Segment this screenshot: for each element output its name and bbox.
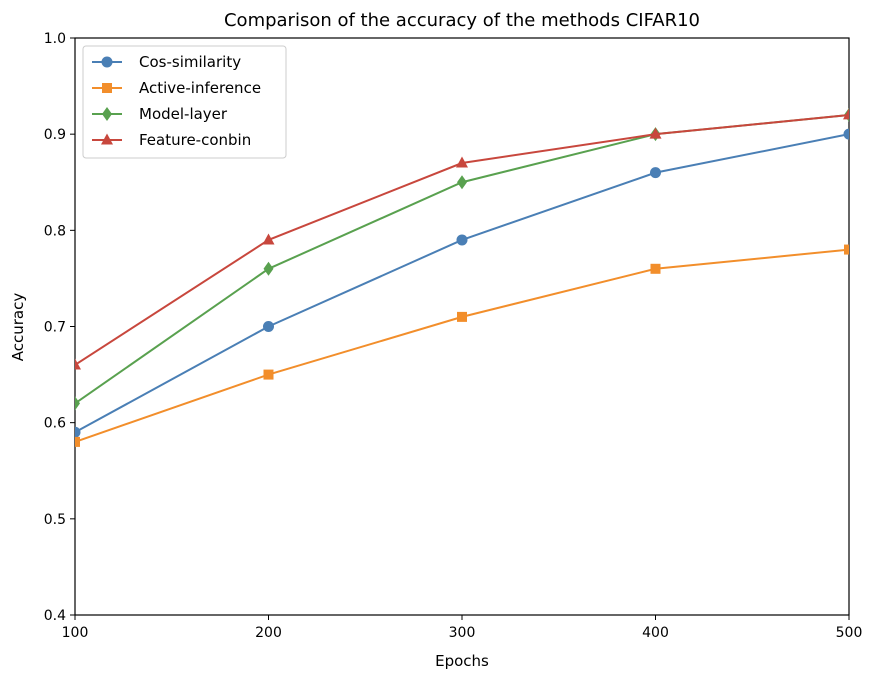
legend-label: Feature-conbin	[139, 131, 251, 149]
data-point	[457, 311, 467, 322]
legend-label: Cos-similarity	[139, 53, 241, 71]
y-tick-label: 1.0	[44, 31, 66, 47]
data-point	[75, 358, 81, 370]
data-point	[75, 426, 81, 438]
legend: Cos-similarity Active-inference Model-laye…	[82, 45, 287, 159]
data-point	[650, 263, 661, 274]
y-tick-label: 0.6	[44, 416, 66, 432]
series-feature-conbin	[75, 108, 849, 370]
axes: 100 200 300 400 500 0.4 0.5 0.6 0.7 0.8 0.9 1.0	[44, 31, 863, 641]
data-point	[263, 321, 274, 332]
data-point	[457, 175, 467, 190]
series-layer	[75, 107, 849, 447]
y-axis-label: Accuracy	[9, 293, 27, 362]
x-tick-label: 100	[62, 625, 89, 641]
legend-item: Active-inference	[92, 79, 261, 97]
data-point	[75, 396, 80, 411]
data-point	[263, 261, 274, 276]
y-tick-label: 0.9	[44, 127, 66, 143]
legend-box	[82, 45, 287, 159]
legend-item: Feature-conbin	[92, 131, 251, 149]
chart-title: Comparison of the accuracy of the method…	[224, 10, 700, 31]
legend-marker	[102, 83, 112, 93]
x-tick-label: 500	[836, 625, 863, 641]
series-active-inference	[75, 244, 849, 447]
data-point	[75, 436, 80, 447]
data-point	[844, 244, 849, 255]
data-point	[456, 156, 468, 168]
legend-item: Cos-similarity	[92, 53, 241, 71]
data-point	[843, 128, 849, 140]
series-line	[75, 248, 849, 443]
x-axis-label: Epochs	[435, 652, 489, 670]
x-tick-label: 200	[255, 625, 282, 641]
x-tick-label: 300	[449, 625, 476, 641]
series-cos-similarity	[75, 128, 849, 438]
data-point	[649, 127, 662, 139]
data-point	[843, 108, 849, 120]
legend-marker	[101, 56, 113, 68]
legend-item: Model-layer	[92, 105, 228, 123]
data-point	[263, 369, 274, 380]
legend-label: Active-inference	[139, 79, 261, 97]
legend-marker	[101, 133, 113, 145]
x-tick-label: 400	[642, 625, 669, 641]
data-point	[262, 233, 275, 245]
y-tick-label: 0.5	[44, 512, 66, 528]
y-tick-label: 0.8	[44, 223, 66, 239]
data-point	[650, 167, 661, 179]
y-tick-label: 0.4	[44, 608, 66, 624]
legend-label: Model-layer	[139, 105, 228, 123]
legend-marker	[102, 107, 112, 121]
data-point	[456, 234, 468, 246]
y-tick-label: 0.7	[44, 320, 66, 336]
